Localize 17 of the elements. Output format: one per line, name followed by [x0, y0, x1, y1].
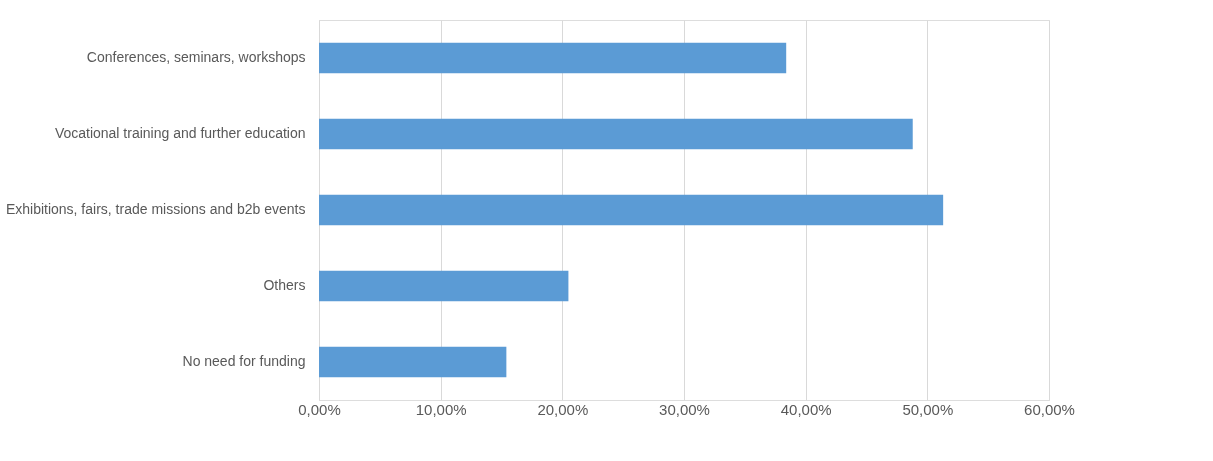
x-tick-label: 10,00% [415, 400, 467, 418]
bar [319, 346, 507, 378]
y-tick-label: Others [263, 277, 306, 293]
x-tick-label: 20,00% [537, 400, 589, 418]
bar [319, 42, 787, 74]
x-tick-label: 30,00% [659, 400, 710, 418]
x-tick-label: 40,00% [780, 400, 832, 418]
x-tick-label: 60,00% [1024, 400, 1075, 418]
bar [319, 194, 944, 226]
y-tick-label: No need for funding [182, 353, 306, 369]
bar [319, 118, 913, 150]
bar [319, 270, 569, 302]
x-tick-label: 0,00% [298, 400, 341, 418]
x-tick-label: 50,00% [902, 400, 954, 418]
y-tick-label: Exhibitions, fairs, trade missions and b2b events [5, 201, 306, 217]
y-tick-label: Vocational training and further education [54, 125, 306, 141]
y-tick-label: Conferences, seminars, workshops [86, 49, 306, 65]
